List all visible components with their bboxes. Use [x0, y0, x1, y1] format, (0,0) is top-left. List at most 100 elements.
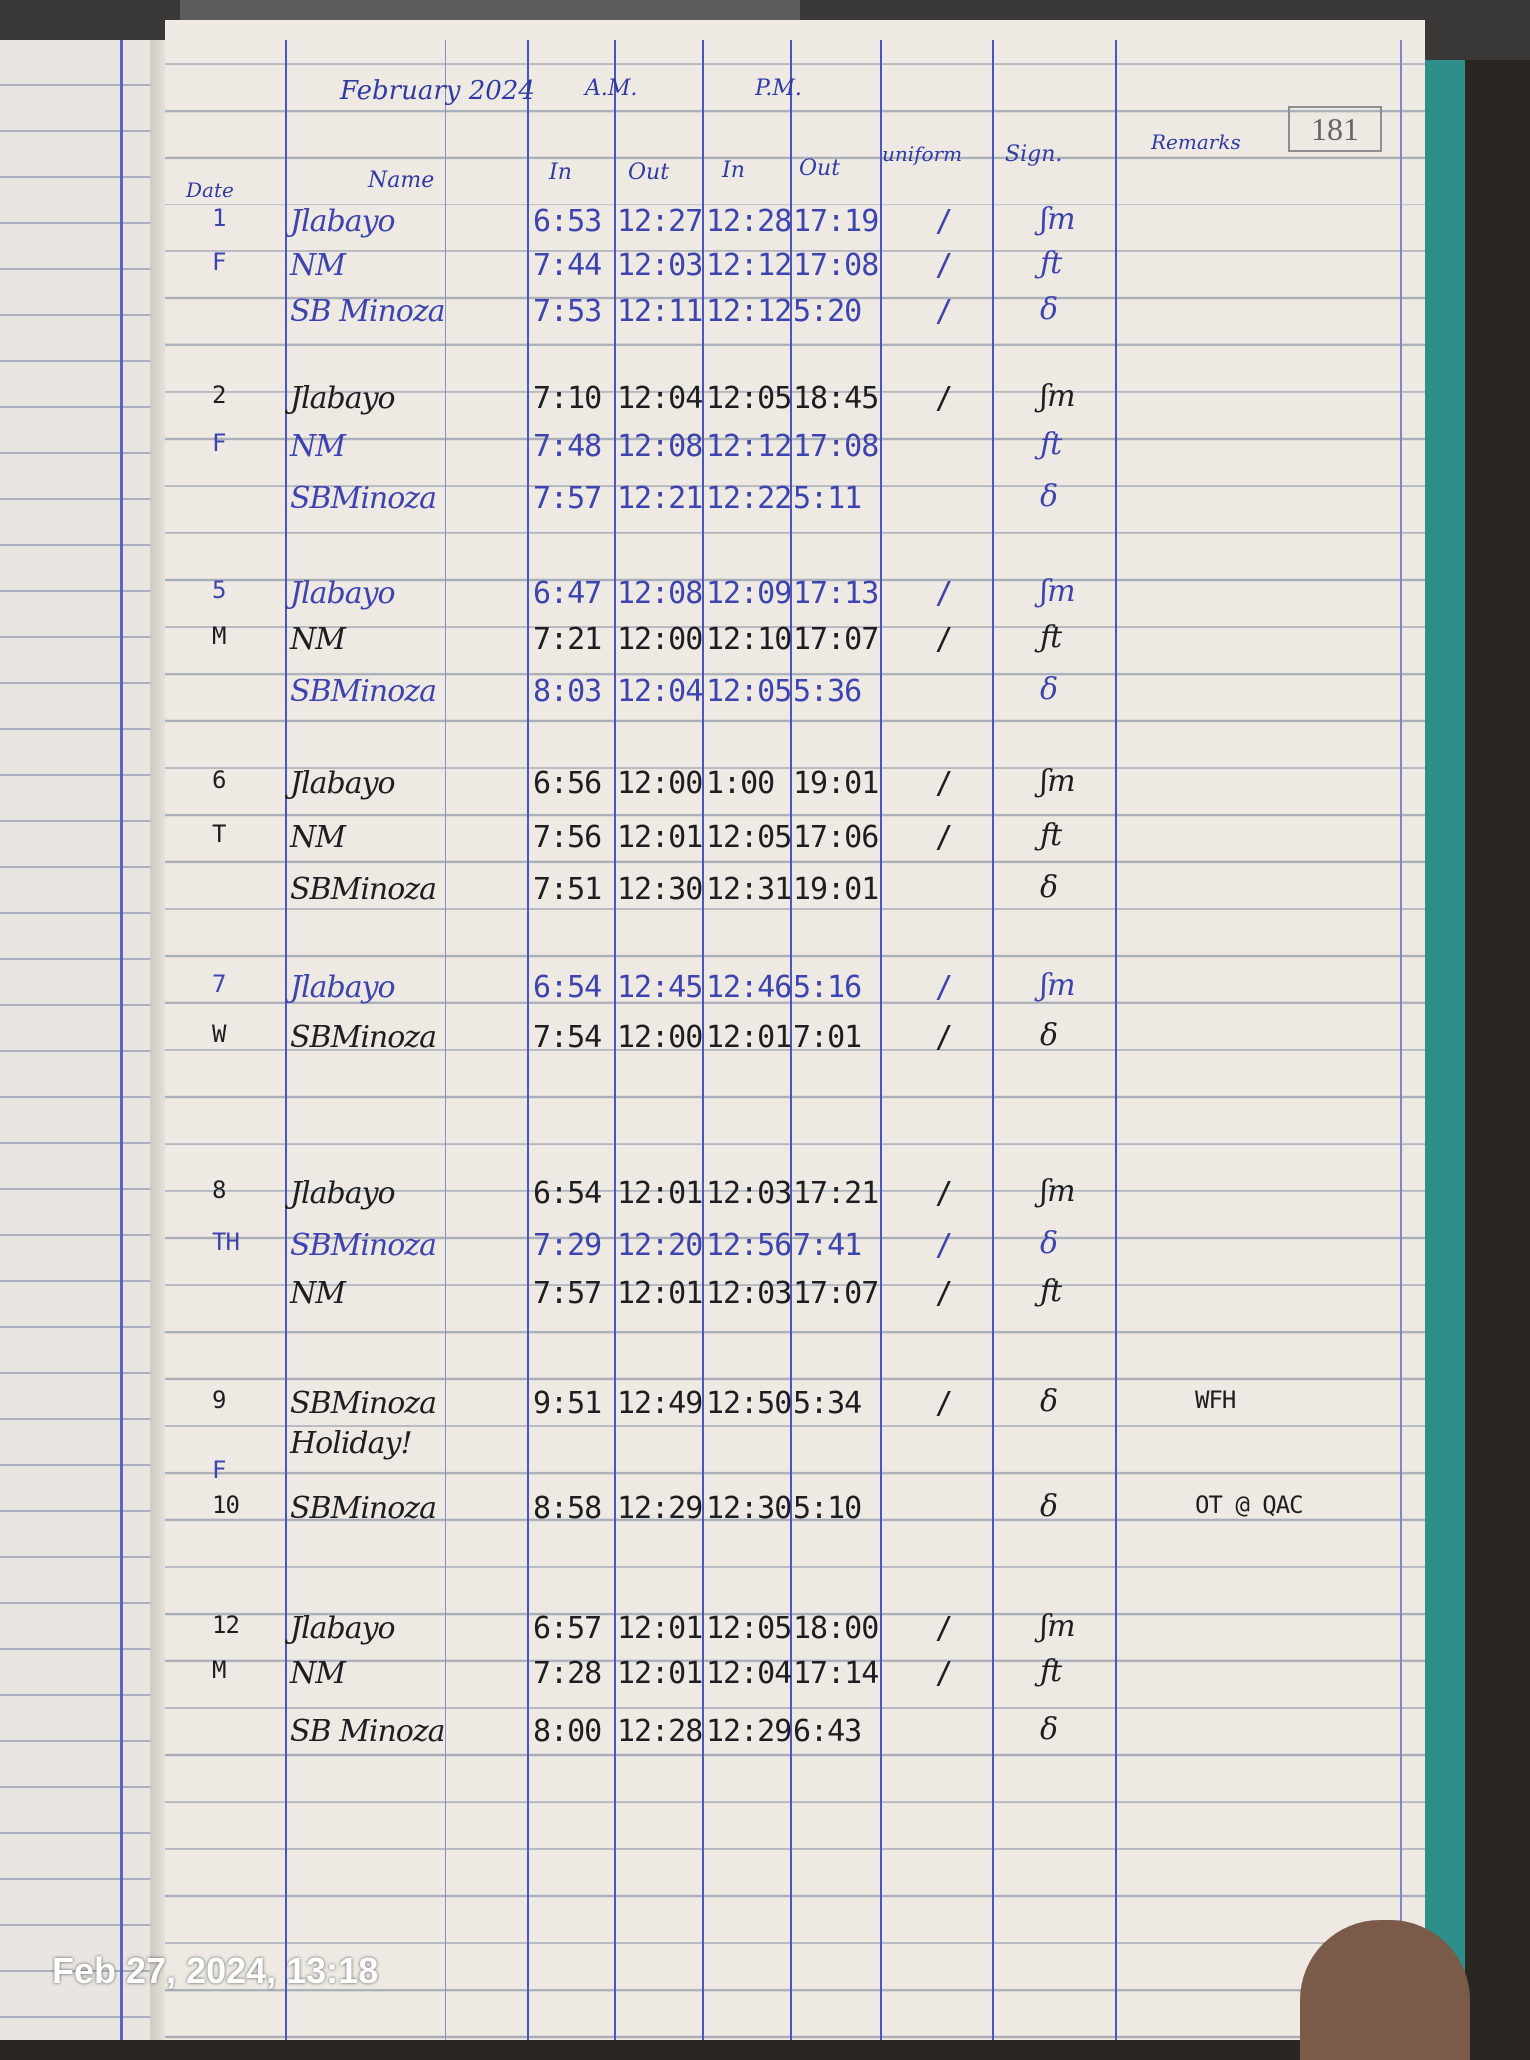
entry-pm-in: 12:30 [706, 1491, 792, 1526]
entry-pm-out: 5:34 [793, 1386, 862, 1421]
book-cover [1425, 60, 1465, 2040]
entry-am-in: 7:54 [533, 1020, 602, 1055]
entry-name: SBMinoza [290, 481, 437, 516]
entry-pm-out: 5:11 [793, 481, 862, 516]
entry-date: M [212, 622, 226, 650]
entry-uniform-check: / [935, 1386, 953, 1421]
page-number: 181 [1288, 106, 1382, 152]
entry-pm-out: 5:20 [793, 294, 862, 329]
signature: ʃm [1040, 379, 1076, 414]
entry-am-in: 8:03 [533, 674, 602, 709]
column-divider [1115, 40, 1117, 2040]
entry-pm-in: 12:05 [706, 820, 792, 855]
column-divider [880, 40, 882, 2040]
entry-date: F [212, 1456, 226, 1484]
entry-pm-in: 12:01 [706, 1020, 792, 1055]
month-heading: February 2024 [340, 76, 535, 106]
entry-pm-in: 12:05 [706, 1611, 792, 1646]
entry-am-in: 7:44 [533, 248, 602, 283]
entry-uniform-check: / [935, 248, 953, 283]
entry-am-out: 12:29 [617, 1491, 703, 1526]
entry-am-out: 12:20 [617, 1228, 703, 1263]
entry-date: T [212, 820, 226, 848]
entry-am-in: 6:53 [533, 204, 602, 239]
entry-am-out: 12:30 [617, 872, 703, 907]
entry-am-in: 7:21 [533, 622, 602, 657]
entry-pm-out: 17:19 [793, 204, 879, 239]
entry-pm-out: 19:01 [793, 872, 879, 907]
entry-am-out: 12:11 [617, 294, 703, 329]
entry-pm-out: 5:16 [793, 970, 862, 1005]
entry-name: Jlabayo [290, 204, 396, 239]
entry-am-in: 7:53 [533, 294, 602, 329]
signature: ẟ [1040, 870, 1058, 905]
entry-pm-in: 12:03 [706, 1276, 792, 1311]
entry-am-in: 6:56 [533, 766, 602, 801]
entry-am-in: 6:54 [533, 1176, 602, 1211]
entry-am-in: 9:51 [533, 1386, 602, 1421]
entry-uniform-check: / [935, 1611, 953, 1646]
column-divider [445, 40, 446, 2040]
entry-am-out: 12:08 [617, 576, 703, 611]
entry-pm-out: 7:01 [793, 1020, 862, 1055]
pm-heading: P.M. [755, 76, 802, 101]
entry-uniform-check: / [935, 820, 953, 855]
signature: ʃm [1040, 1174, 1076, 1209]
entry-pm-out: 19:01 [793, 766, 879, 801]
entry-name: Jlabayo [290, 381, 396, 416]
entry-name: Jlabayo [290, 576, 396, 611]
entry-uniform-check: / [935, 622, 953, 657]
entry-remarks: WFH [1195, 1386, 1236, 1414]
entry-uniform-check: / [935, 381, 953, 416]
entry-pm-out: 17:06 [793, 820, 879, 855]
entry-pm-in: 12:56 [706, 1228, 792, 1263]
column-divider [790, 40, 792, 2040]
entry-am-out: 12:01 [617, 820, 703, 855]
entry-am-out: 12:01 [617, 1176, 703, 1211]
entry-date: 9 [212, 1386, 226, 1414]
entry-am-in: 7:48 [533, 429, 602, 464]
entry-uniform-check: / [935, 1228, 953, 1263]
signature: ẟ [1040, 672, 1058, 707]
entry-uniform-check: / [935, 1276, 953, 1311]
entry-pm-out: 7:41 [793, 1228, 862, 1263]
entry-pm-out: 17:07 [793, 1276, 879, 1311]
entry-name: SBMinoza [290, 872, 437, 907]
entry-am-in: 7:29 [533, 1228, 602, 1263]
entry-uniform-check: / [935, 204, 953, 239]
entry-pm-in: 12:10 [706, 622, 792, 657]
entry-date: 6 [212, 766, 226, 794]
entry-am-in: 7:56 [533, 820, 602, 855]
column-divider [527, 40, 529, 2040]
entry-uniform-check: / [935, 294, 953, 329]
entry-uniform-check: / [935, 1656, 953, 1691]
entry-date: TH [212, 1228, 240, 1256]
entry-am-out: 12:49 [617, 1386, 703, 1421]
entry-am-in: 6:54 [533, 970, 602, 1005]
entry-pm-out: 17:14 [793, 1656, 879, 1691]
entry-am-out: 12:00 [617, 1020, 703, 1055]
entry-uniform-check: / [935, 576, 953, 611]
remarks-header: Remarks [1151, 130, 1241, 154]
am-out-header: Out [628, 160, 670, 185]
signature: ʃm [1040, 574, 1076, 609]
signature: ẟ [1040, 292, 1058, 327]
signature: ẟ [1040, 1226, 1058, 1261]
pm-out-header: Out [799, 156, 841, 181]
signature: ƒt [1040, 1274, 1062, 1309]
entry-name: SBMinoza [290, 1020, 437, 1055]
entry-am-out: 12:00 [617, 766, 703, 801]
entry-pm-in: 12:50 [706, 1386, 792, 1421]
signature: ƒt [1040, 1654, 1062, 1689]
entry-date: 7 [212, 970, 226, 998]
entry-am-in: 6:57 [533, 1611, 602, 1646]
signature: ẟ [1040, 1384, 1058, 1419]
entry-pm-in: 1:00 [706, 766, 775, 801]
entry-date: W [212, 1020, 226, 1048]
entry-am-in: 8:58 [533, 1491, 602, 1526]
entry-uniform-check: / [935, 1020, 953, 1055]
entry-am-in: 7:28 [533, 1656, 602, 1691]
entry-remarks: OT @ QAC [1195, 1491, 1304, 1519]
entry-pm-out: 18:45 [793, 381, 879, 416]
entry-name: NM [290, 248, 346, 283]
